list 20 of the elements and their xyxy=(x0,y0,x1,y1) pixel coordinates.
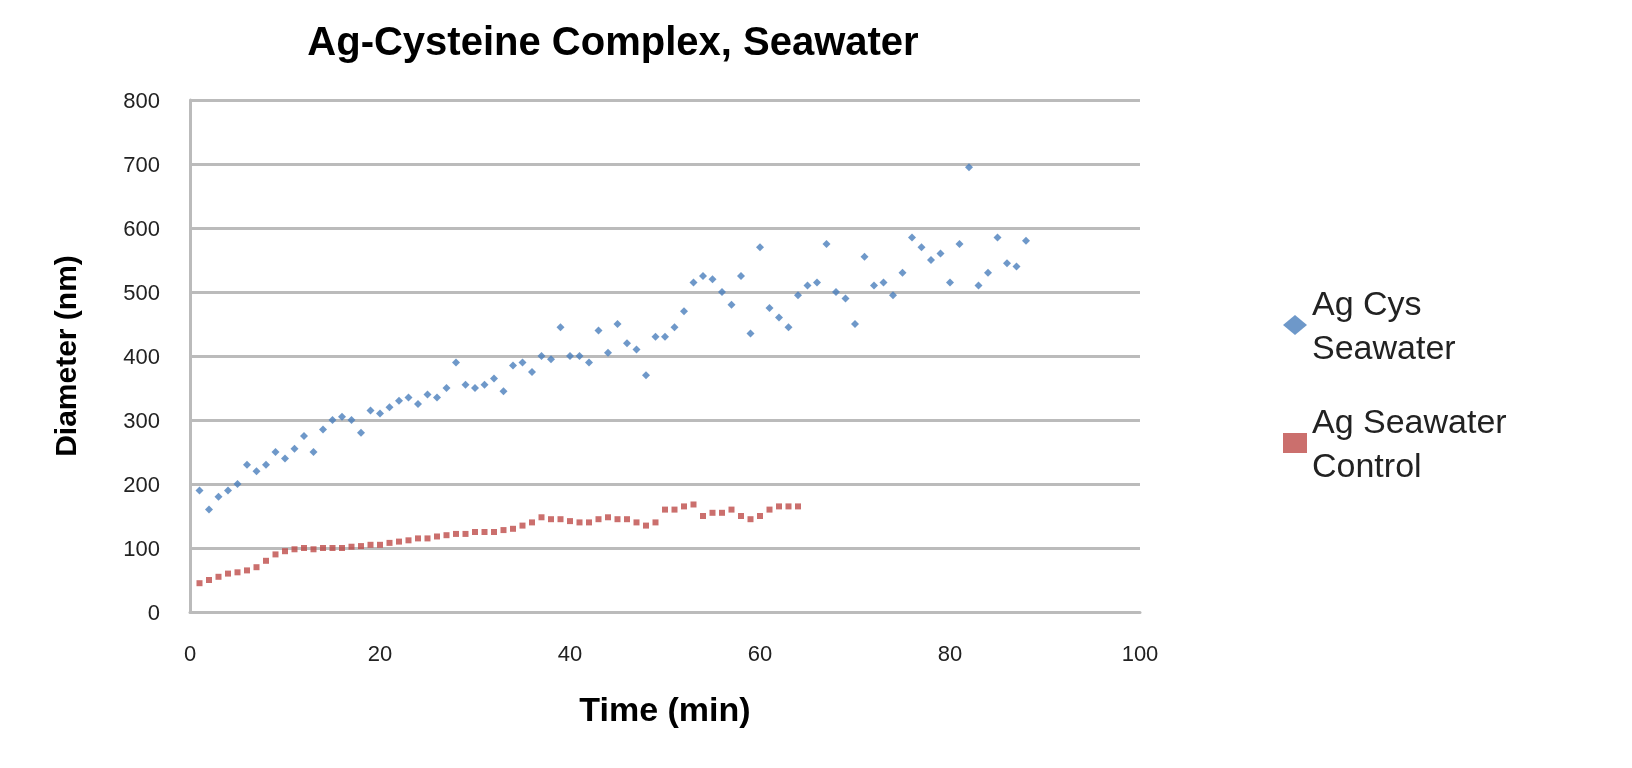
y-tick-label: 300 xyxy=(123,407,160,433)
y-tick-label: 200 xyxy=(123,471,160,497)
x-tick-label: 100 xyxy=(1121,640,1159,666)
legend-label: Ag Seawater Control xyxy=(1312,402,1507,484)
y-tick-label: 500 xyxy=(123,279,160,305)
x-tick-label: 80 xyxy=(937,640,963,666)
x-axis-title: Time (min) xyxy=(579,690,751,728)
x-tick-label: 20 xyxy=(367,640,393,666)
legend-label: Ag Cys Seawater xyxy=(1312,284,1456,366)
x-tick-label: 40 xyxy=(557,640,583,666)
y-tick-label: 700 xyxy=(123,151,160,177)
y-tick-label: 400 xyxy=(123,343,160,369)
y-tick-label: 800 xyxy=(123,87,160,113)
y-tick-label: 600 xyxy=(123,215,160,241)
x-tick-label: 60 xyxy=(747,640,773,666)
y-tick-label: 0 xyxy=(147,599,160,625)
y-tick-label: 100 xyxy=(123,535,160,561)
y-axis-title: Diameter (nm) xyxy=(48,255,82,457)
chart-title: Ag-Cysteine Complex, Seawater xyxy=(307,19,919,63)
x-tick-label: 0 xyxy=(183,640,197,666)
